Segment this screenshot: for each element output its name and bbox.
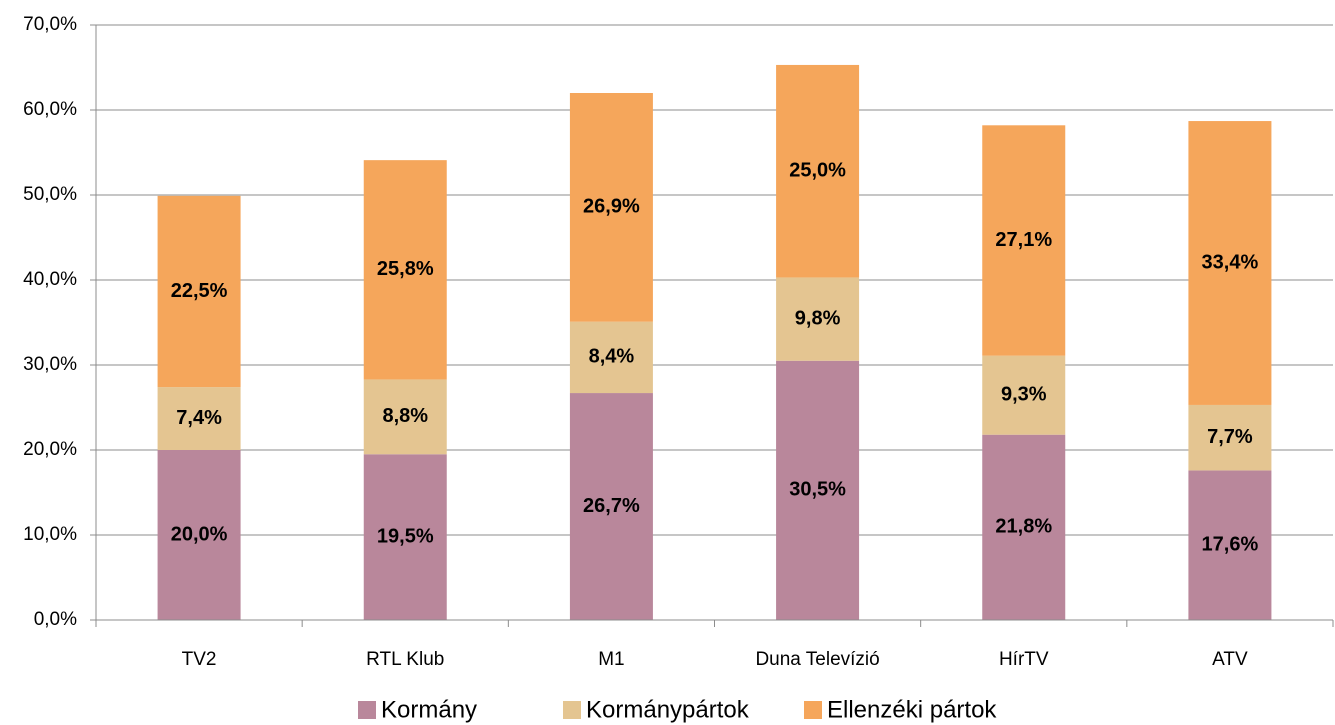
value-label: 26,7% xyxy=(583,495,640,517)
value-label: 9,3% xyxy=(1001,383,1047,405)
bar-segment xyxy=(569,321,653,394)
y-tick-label: 40,0% xyxy=(23,269,77,290)
value-label: 30,5% xyxy=(789,479,846,501)
value-label: 25,8% xyxy=(377,258,434,280)
value-label: 26,9% xyxy=(583,196,640,218)
legend-swatch xyxy=(563,701,581,719)
bar-segment xyxy=(157,195,241,388)
value-label: 17,6% xyxy=(1202,533,1259,555)
y-tick-label: 60,0% xyxy=(23,99,77,120)
y-tick-label: 30,0% xyxy=(23,354,77,375)
value-label: 21,8% xyxy=(995,516,1052,538)
y-tick-label: 20,0% xyxy=(23,439,77,460)
bar-segment xyxy=(982,125,1066,356)
bar-segment xyxy=(776,64,860,278)
legend-swatch xyxy=(804,701,822,719)
y-tick-label: 50,0% xyxy=(23,184,77,205)
bar-segment xyxy=(1188,470,1272,620)
bar-segment xyxy=(157,387,241,450)
bar-segment xyxy=(569,93,653,322)
bar-segment xyxy=(157,450,241,620)
x-tick-label: TV2 xyxy=(182,649,217,670)
bar-segment xyxy=(982,434,1066,620)
value-label: 7,4% xyxy=(176,407,222,429)
value-label: 20,0% xyxy=(171,523,228,545)
legend-label: Kormánypártok xyxy=(586,696,750,723)
value-label: 27,1% xyxy=(995,229,1052,251)
x-tick-label: ATV xyxy=(1212,649,1248,670)
bar-segment xyxy=(569,393,653,620)
y-tick-label: 0,0% xyxy=(34,609,77,630)
y-tick-label: 10,0% xyxy=(23,524,77,545)
value-label: 22,5% xyxy=(171,280,228,302)
legend-label: Ellenzéki pártok xyxy=(827,696,997,723)
y-tick-label: 70,0% xyxy=(23,14,77,35)
value-label: 9,8% xyxy=(795,307,841,329)
bar-segment xyxy=(363,379,447,455)
bar-segment xyxy=(1188,404,1272,471)
value-label: 8,4% xyxy=(589,346,635,368)
bar-segment xyxy=(776,277,860,361)
legend-label: Kormány xyxy=(381,696,477,723)
bar-segment xyxy=(776,360,860,620)
value-label: 33,4% xyxy=(1202,251,1259,273)
x-tick-label: HírTV xyxy=(999,649,1049,670)
bar-segment xyxy=(1188,121,1272,405)
value-label: 8,8% xyxy=(382,405,428,427)
x-tick-label: M1 xyxy=(598,649,624,670)
value-label: 25,0% xyxy=(789,159,846,181)
bar-segment xyxy=(363,454,447,620)
legend-swatch xyxy=(358,701,376,719)
bar-segment xyxy=(982,355,1066,435)
x-tick-label: Duna Televízió xyxy=(755,649,879,670)
bar-segment xyxy=(363,160,447,380)
value-label: 19,5% xyxy=(377,525,434,547)
x-tick-label: RTL Klub xyxy=(366,649,444,670)
value-label: 7,7% xyxy=(1207,426,1253,448)
